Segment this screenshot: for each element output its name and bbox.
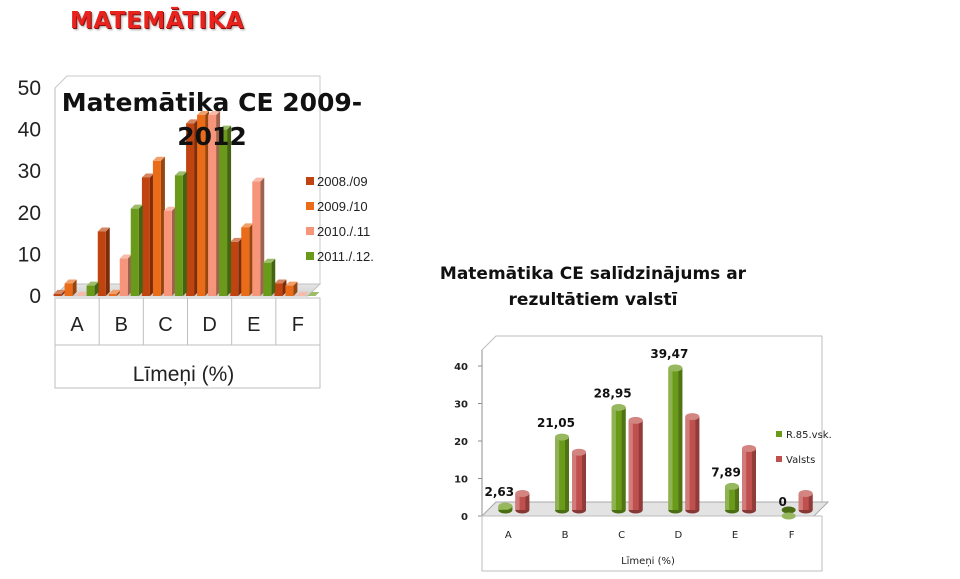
bar-R.85.vsk.-B (555, 433, 569, 514)
bar-Valsts-F (798, 490, 813, 514)
chart-comparison-national: Matemātika CE salīdzinājums ar rezultātie… (440, 264, 832, 572)
y-tick-label: 0 (29, 285, 41, 308)
legend-label: 2010./.11 (317, 224, 370, 239)
data-label: 7,89 (711, 465, 741, 479)
bar-R.85.vsk.-C (611, 403, 626, 514)
legend-swatch (306, 177, 314, 185)
y-tick-label: 0 (461, 512, 468, 523)
bar-2010./.11-C (163, 206, 176, 296)
bar-R.85.vsk.-D (668, 364, 683, 514)
y-tick-label: 40 (454, 362, 468, 373)
page-title: MATEMĀTIKA (70, 8, 245, 34)
y-tick-label: 30 (18, 160, 41, 183)
x-axis-label: Līmeņi (%) (621, 556, 675, 567)
bar-2011./.12.-C (174, 171, 187, 296)
y-tick-label: 40 (18, 119, 41, 142)
legend-swatch (306, 252, 314, 260)
chart-title: Matemātika CE 2009- (62, 88, 362, 117)
y-tick-label: 30 (454, 400, 468, 411)
bar-2010./.11-A (75, 292, 88, 296)
data-label: 21,05 (537, 416, 575, 430)
bar-2010./.11-E (252, 177, 265, 296)
bar-2008./09-E (230, 237, 243, 296)
bar-2011./.12.-B (130, 204, 143, 296)
bar-Valsts-E (742, 445, 756, 514)
bar-R.85.vsk.-E (725, 482, 739, 514)
y-tick-label: 20 (454, 437, 468, 448)
x-tick-label: C (158, 314, 172, 336)
data-label: 0 (778, 495, 786, 509)
chart-2009-2012: 0 10 20 30 40 50 A B C D E F Līmeņi (%) 2008./09 2009.… (18, 75, 374, 389)
bar-2009./10-E (241, 223, 254, 296)
y-tick-label: 50 (18, 77, 41, 100)
x-tick-label: D (202, 314, 216, 336)
legend-swatch (306, 227, 314, 235)
back-wall (481, 335, 823, 518)
axis-frame (481, 515, 823, 572)
bar-R.85.vsk.-F (781, 506, 796, 520)
bar-2010./.11-B (119, 254, 132, 296)
bar-2009./10-F (285, 281, 298, 296)
bar-Valsts-C (628, 416, 643, 514)
bar-2009./10-C (152, 156, 165, 296)
bar-2011./.12.-A (86, 281, 99, 296)
legend-swatch (776, 431, 782, 437)
x-axis-label: Līmeņi (%) (133, 363, 235, 386)
chart-title: Matemātika CE salīdzinājums ar (440, 264, 747, 284)
legend-label: R.85.vsk. (786, 430, 832, 441)
data-label: 2,63 (485, 485, 515, 499)
y-tick-label: 10 (18, 243, 41, 266)
chart-title: rezultātiem valstī (509, 290, 678, 310)
bar-2009./10-A (64, 279, 77, 296)
floor (480, 501, 830, 517)
legend-label: 2009./10 (317, 199, 368, 214)
y-tick-label: 10 (454, 475, 468, 486)
chart-title: 2012 (177, 122, 247, 151)
x-tick-label: A (70, 314, 84, 336)
x-tick-label: E (247, 314, 260, 336)
x-tick-label: B (115, 314, 128, 336)
legend-label: 2011./.12. (317, 249, 374, 264)
bar-Valsts-D (685, 413, 700, 514)
bar-2011./.12.-D (219, 125, 232, 296)
x-tick-label: F (789, 530, 795, 541)
x-tick-label: B (562, 530, 569, 541)
legend-label: Valsts (786, 455, 815, 466)
bar-2008./09-B (97, 227, 110, 296)
data-label: 39,47 (650, 347, 688, 361)
bar-Valsts-A (515, 490, 530, 514)
x-tick-label: D (674, 530, 682, 541)
y-tick-label: 20 (18, 202, 41, 225)
bar-2008./09-F (274, 279, 287, 296)
legend-label: 2008./09 (317, 174, 368, 189)
x-tick-label: E (732, 530, 738, 541)
legend-swatch (776, 456, 782, 462)
bar-2011./.12.-F (307, 292, 320, 296)
x-tick-label: A (505, 530, 512, 541)
bar-2011./.12.-E (263, 258, 276, 296)
legend-swatch (306, 202, 314, 210)
data-label: 28,95 (594, 386, 632, 400)
bar-2010./.11-F (296, 292, 309, 296)
bar-R.85.vsk.-A (498, 502, 513, 514)
x-tick-label: C (618, 530, 625, 541)
bar-2008./09-C (141, 173, 154, 296)
x-tick-label: F (292, 314, 304, 336)
bar-Valsts-B (572, 448, 586, 514)
